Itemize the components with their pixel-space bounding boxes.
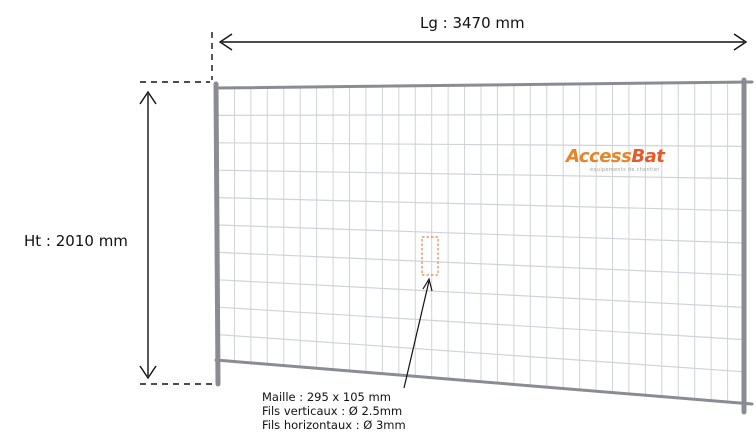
mesh-horizontal-wire xyxy=(217,224,745,244)
mesh-horizontal-wire xyxy=(217,197,745,212)
length-dimension-arrow xyxy=(218,33,748,51)
mesh-horizontal-wire xyxy=(217,142,745,147)
mesh-horizontal-wire xyxy=(217,279,745,308)
spec-mesh-size: Maille : 295 x 105 mm xyxy=(262,390,391,404)
accessbat-logo: AccessBat xyxy=(566,146,665,167)
logo-brand-bat: Bat xyxy=(631,146,665,167)
height-label: Ht : 2010 mm xyxy=(24,232,128,250)
mesh-cell-highlight xyxy=(421,236,439,276)
height-dimension-arrow xyxy=(139,90,157,380)
mesh-horizontal-wire xyxy=(217,251,745,276)
mesh-horizontal-wire xyxy=(217,334,745,373)
logo-brand-access: Access xyxy=(566,146,632,167)
wire-mesh xyxy=(217,82,745,403)
mesh-horizontal-wire xyxy=(217,169,745,180)
fence-frame xyxy=(213,77,754,415)
mesh-horizontal-wire xyxy=(217,306,745,341)
spec-vertical-wires: Fils verticaux : Ø 2.5mm xyxy=(262,404,403,418)
mesh-horizontal-wire xyxy=(217,113,745,116)
spec-horizontal-wires: Fils horizontaux : Ø 3mm xyxy=(262,418,406,432)
logo-tagline: équipements de chantier xyxy=(590,167,660,173)
length-label: Lg : 3470 mm xyxy=(420,14,525,32)
spec-leader-arrow xyxy=(403,277,433,389)
